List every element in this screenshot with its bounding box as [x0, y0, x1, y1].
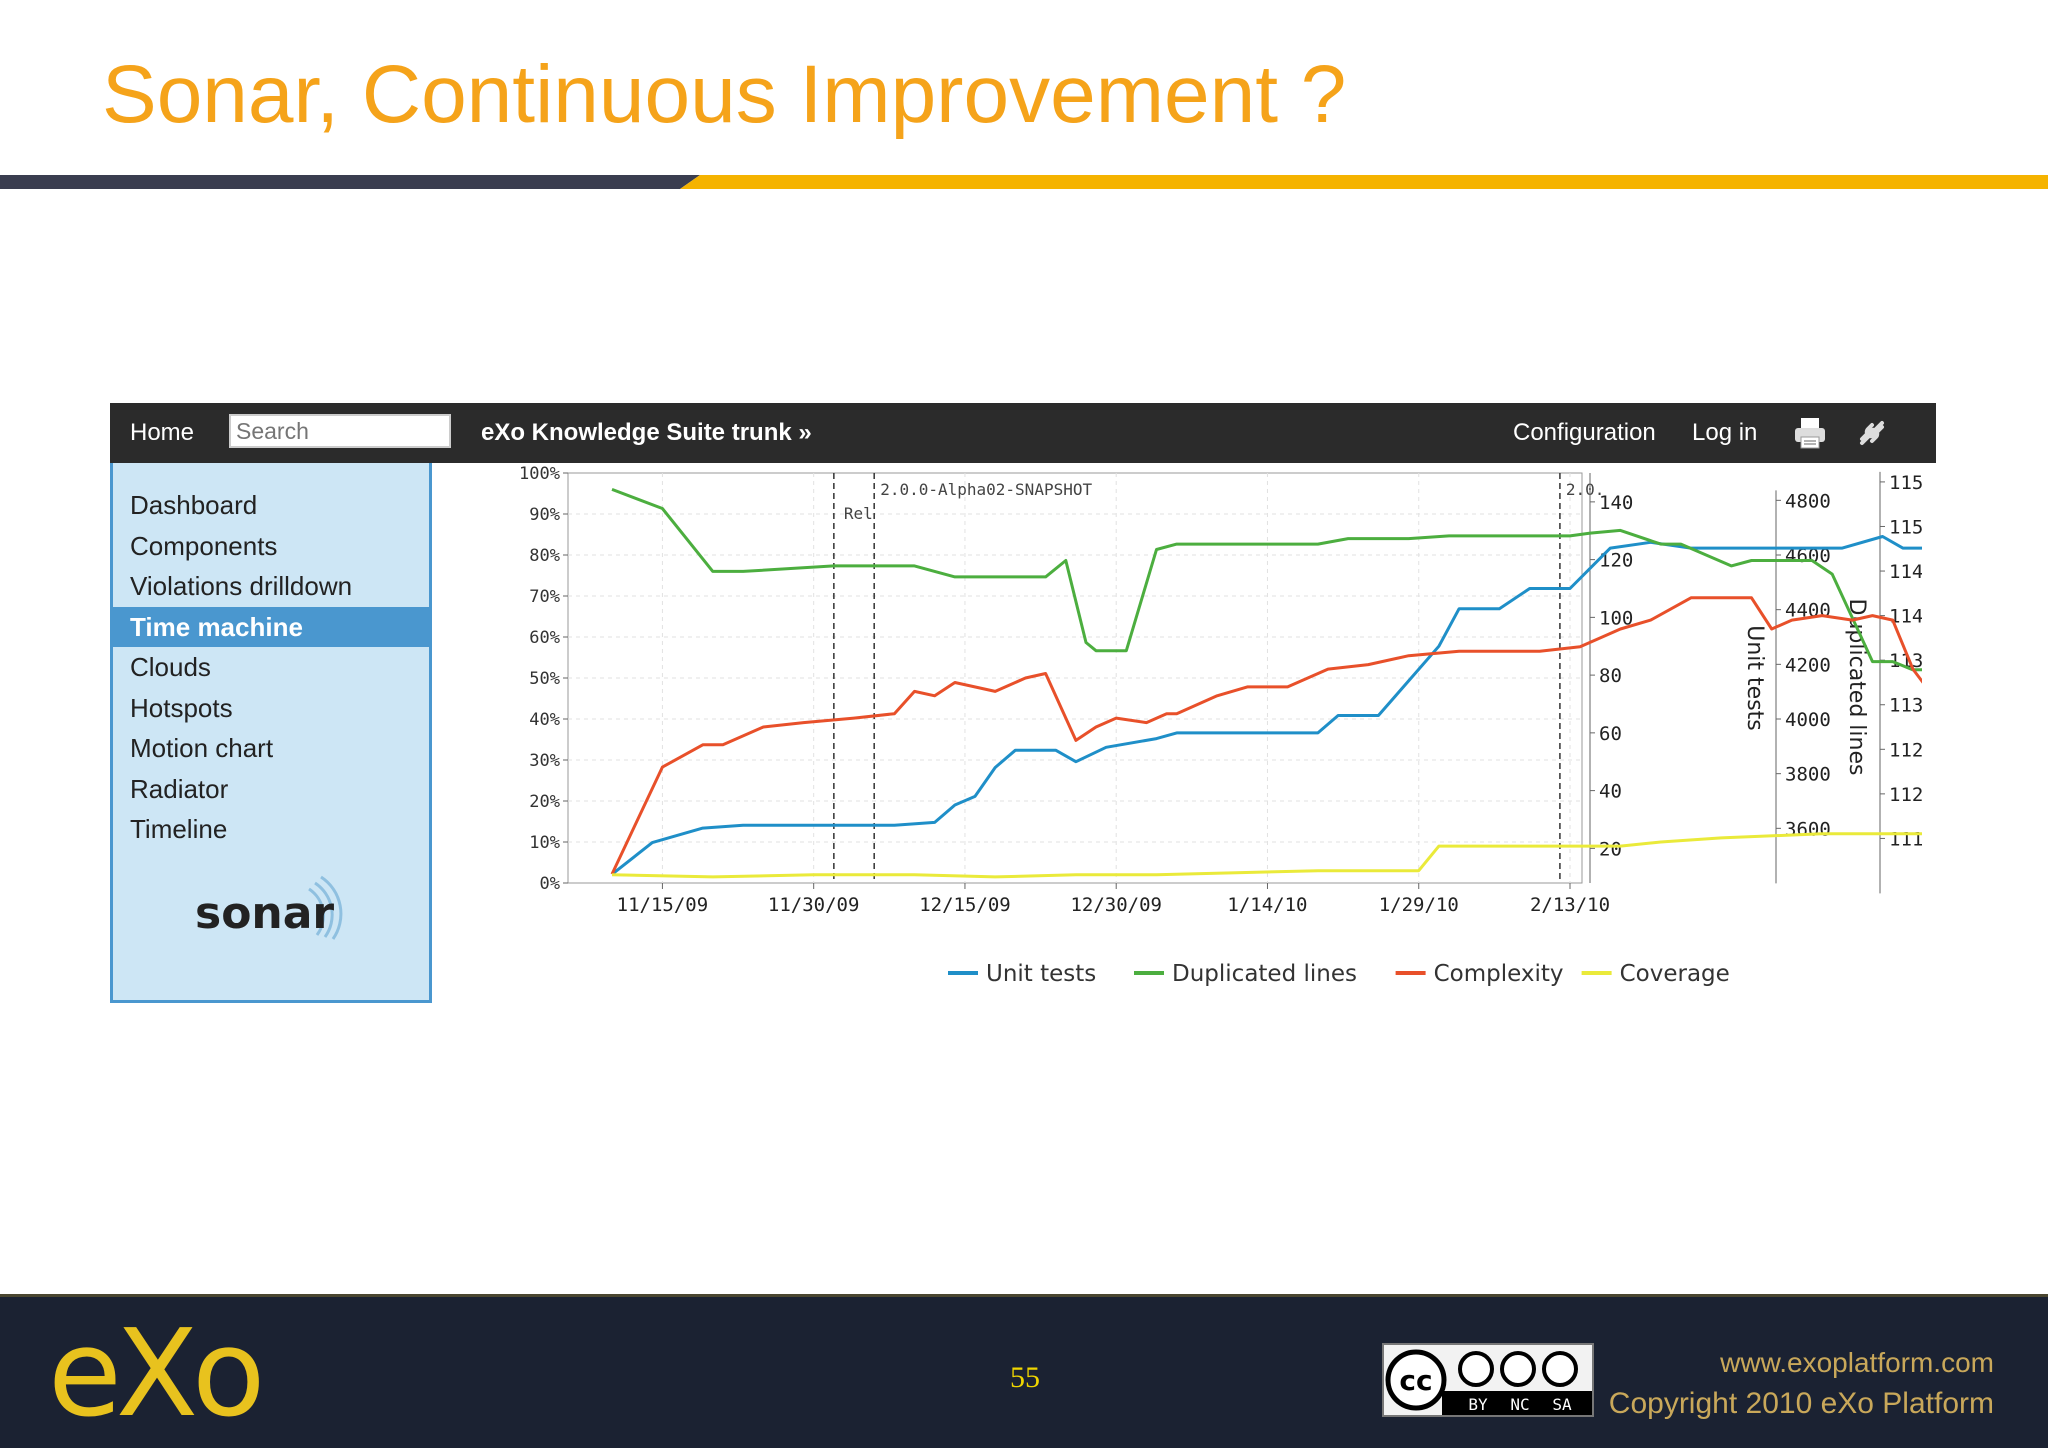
y-tick-label: 11250 — [1889, 739, 1922, 761]
y-tick-label: 50% — [529, 669, 560, 689]
y-tick-label: 120 — [1599, 550, 1633, 572]
page-number: 55 — [1010, 1361, 1040, 1394]
link-icon[interactable] — [1854, 415, 1890, 451]
cc-term-sa: SA — [1552, 1395, 1572, 1414]
y-tick-label: 11350 — [1889, 650, 1922, 672]
slide-title: Sonar, Continuous Improvement ? — [102, 49, 1347, 140]
sonar-logo: sonar — [195, 875, 343, 940]
exo-logo: eXo — [48, 1319, 265, 1429]
y-tick-label: 4200 — [1785, 654, 1831, 676]
sonar-top-bar: Home eXo Knowledge Suite trunk » Configu… — [110, 403, 1936, 463]
event-label: 2.0. — [1566, 480, 1605, 499]
sidebar-nav: Dashboard Components Violations drilldow… — [113, 463, 429, 850]
cc-term-nc: NC — [1510, 1395, 1529, 1414]
login-link[interactable]: Log in — [1692, 419, 1758, 446]
sidebar-item-time-machine[interactable]: Time machine — [113, 606, 429, 647]
legend-label: Unit tests — [986, 961, 1096, 987]
cc-label: cc — [1399, 1364, 1432, 1397]
x-tick-label: 1/14/10 — [1227, 894, 1307, 916]
x-tick-label: 12/30/09 — [1070, 894, 1162, 916]
sidebar-item-hotspots[interactable]: Hotspots — [130, 692, 233, 723]
y-tick-label: 11150 — [1889, 828, 1922, 850]
sonar-screenshot: Home eXo Knowledge Suite trunk » Configu… — [110, 403, 1936, 1003]
event-label: Rel — [844, 504, 873, 523]
y-tick-label: 80 — [1599, 665, 1622, 687]
sidebar-item-timeline[interactable]: Timeline — [130, 814, 228, 844]
configuration-link[interactable]: Configuration — [1513, 419, 1656, 446]
x-tick-label: 12/15/09 — [919, 894, 1011, 916]
y-tick-label: 11300 — [1889, 695, 1922, 717]
y-tick-label: 90% — [529, 505, 560, 525]
y-tick-label: 11500 — [1889, 516, 1922, 538]
sonar-sidebar: Dashboard Components Violations drilldow… — [110, 463, 432, 1003]
legend-label: Duplicated lines — [1172, 961, 1357, 987]
y-tick-label: 30% — [529, 751, 560, 771]
sidebar-item-radiator[interactable]: Radiator — [130, 773, 229, 804]
sidebar-item-violations-drilldown[interactable]: Violations drilldown — [130, 571, 353, 601]
exo-logo-text: eXo — [48, 1319, 259, 1429]
y-tick-label: 60 — [1599, 723, 1622, 745]
series-line — [611, 487, 1922, 672]
slide-footer: eXo 55 cc BY NC SA www.exoplatform.com C… — [0, 1294, 2048, 1448]
y-tick-label: 11550 — [1889, 472, 1922, 494]
project-breadcrumb[interactable]: eXo Knowledge Suite trunk » — [481, 419, 812, 446]
y-tick-label: 80% — [529, 546, 560, 566]
legend-label: Complexity — [1434, 961, 1564, 987]
cc-term-by: BY — [1468, 1395, 1488, 1414]
x-tick-label: 1/29/10 — [1379, 894, 1459, 916]
y-tick-label: 4000 — [1785, 709, 1831, 731]
website-text: www.exoplatform.com — [1720, 1347, 1994, 1378]
series-line — [610, 596, 1922, 875]
y-tick-label: 11400 — [1889, 606, 1922, 628]
sonar-logo-text: sonar — [195, 888, 334, 939]
y-tick-label: 100 — [1599, 607, 1633, 629]
sidebar-item-components[interactable]: Components — [130, 530, 278, 561]
sidebar-item-dashboard[interactable]: Dashboard — [130, 490, 258, 520]
title-divider — [0, 175, 2048, 189]
y-tick-label: 4800 — [1785, 490, 1831, 512]
y-tick-label: 60% — [529, 628, 560, 648]
home-link[interactable]: Home — [130, 419, 195, 446]
sidebar-item-motion-chart[interactable]: Motion chart — [130, 733, 274, 763]
copyright-text: Copyright 2010 eXo Platform — [1608, 1387, 1994, 1420]
y-tick-label: 20 — [1599, 838, 1622, 860]
y-tick-label: 140 — [1599, 492, 1633, 514]
x-tick-label: 11/30/09 — [768, 894, 860, 916]
cc-license-badge: cc BY NC SA — [1382, 1343, 1594, 1417]
y-tick-label: 11450 — [1889, 561, 1922, 583]
series-line — [611, 832, 1922, 879]
sidebar-item-clouds[interactable]: Clouds — [130, 652, 211, 682]
search-input[interactable] — [229, 414, 451, 448]
y-tick-label: 11200 — [1889, 784, 1922, 806]
series-line — [611, 535, 1922, 876]
printer-icon[interactable] — [1792, 415, 1828, 451]
time-machine-chart: 0% 10% 20% 30% 40% 50% 60% 70% 80% 90% 100% 11/15/0… — [519, 465, 1922, 987]
y-tick-label: 3800 — [1785, 764, 1831, 786]
y-tick-label: 20% — [529, 792, 560, 812]
y-tick-label: 70% — [529, 587, 560, 607]
y-tick-label: 40 — [1599, 781, 1622, 803]
axis-title: Unit tests — [1742, 625, 1767, 731]
x-tick-label: 11/15/09 — [617, 894, 709, 916]
y-tick-label: 10% — [529, 833, 560, 853]
y-tick-label: 3600 — [1785, 818, 1831, 840]
x-tick-label: 2/13/10 — [1530, 894, 1610, 916]
y-tick-label: 0% — [540, 874, 560, 894]
y-tick-label: 100% — [519, 465, 560, 484]
y-tick-label: 40% — [529, 710, 560, 730]
legend-label: Coverage — [1620, 961, 1730, 987]
event-label: 2.0.0-Alpha02-SNAPSHOT — [880, 480, 1092, 499]
